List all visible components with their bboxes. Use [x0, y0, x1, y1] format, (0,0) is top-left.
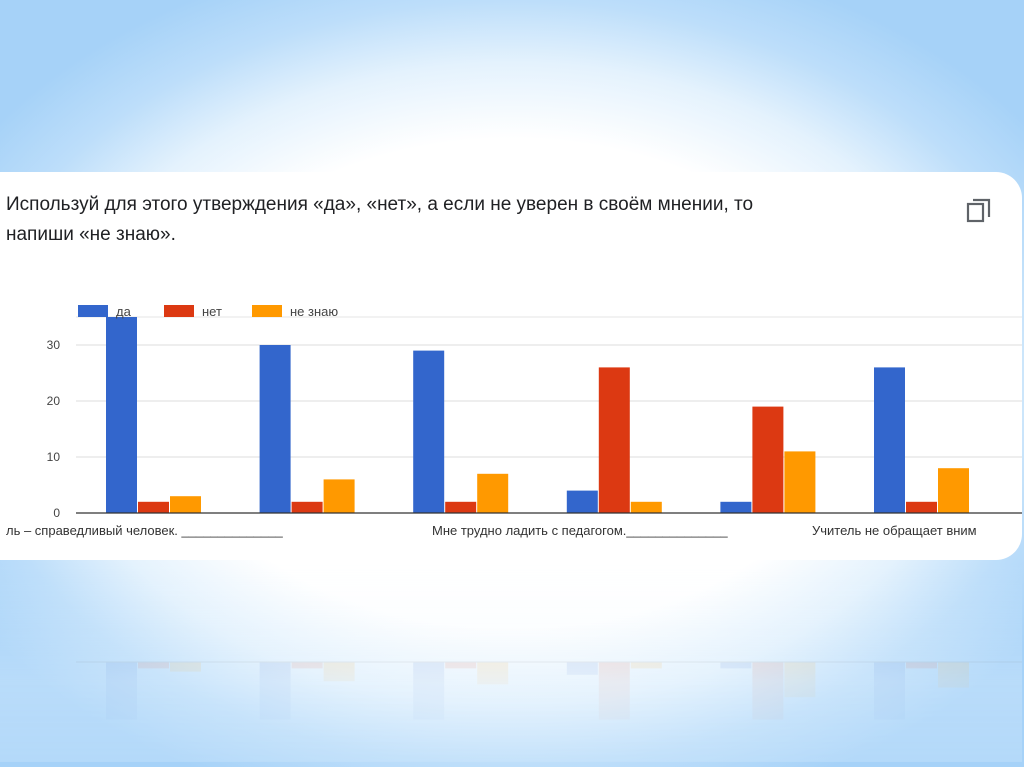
reflection-bar	[720, 662, 752, 669]
reflection-bar	[445, 662, 477, 669]
legend-label: нет	[202, 304, 222, 319]
bar	[784, 451, 816, 513]
x-category-label: ль – справедливый человек. _____________…	[6, 523, 283, 538]
reflection-bar	[784, 662, 816, 698]
legend-label: да	[116, 304, 132, 319]
reflection-bar	[170, 662, 201, 672]
legend-label: не знаю	[290, 304, 338, 319]
bar	[566, 490, 598, 513]
bar	[906, 501, 937, 513]
reflection-bar	[259, 662, 291, 720]
reflection-bar	[630, 662, 662, 669]
reflection-bar	[106, 662, 137, 720]
copy-icon[interactable]	[964, 196, 994, 226]
question-line-1: Используй для этого утверждения «да», «н…	[6, 194, 754, 215]
y-tick-label: 30	[47, 338, 61, 352]
reflection-bar	[566, 662, 598, 675]
y-tick-label: 10	[47, 450, 61, 464]
reflection-bar	[323, 662, 355, 682]
bar	[938, 468, 969, 513]
bar	[874, 367, 905, 513]
bar-chart-reflection	[76, 661, 1022, 720]
x-category-label: Мне трудно ладить с педагогом.__________…	[432, 523, 728, 538]
bar	[630, 501, 662, 513]
question-line-2: напиши «не знаю».	[6, 224, 176, 245]
reflection-bar	[598, 662, 630, 720]
bar	[138, 501, 169, 513]
x-category-label: Учитель не обращает вним	[812, 523, 977, 538]
bar	[170, 496, 201, 513]
reflection-bar	[906, 662, 937, 669]
reflection-bar	[138, 662, 169, 669]
bar	[445, 501, 477, 513]
question-card: Используй для этого утверждения «да», «н…	[0, 172, 1022, 560]
bar	[323, 479, 355, 513]
legend-swatch	[78, 305, 108, 317]
y-tick-label: 20	[47, 394, 61, 408]
bar-chart: 0 10 20 30 ль – справедливый человек. ______…	[6, 304, 1022, 538]
bar	[752, 406, 784, 513]
bar	[598, 367, 630, 513]
bar	[291, 501, 323, 513]
bar	[259, 345, 291, 513]
legend-swatch	[252, 305, 282, 317]
reflection-bar	[291, 662, 323, 669]
chart-reflection	[0, 562, 1022, 762]
bar	[477, 473, 509, 513]
bar	[720, 501, 752, 513]
reflection-bar	[413, 662, 445, 720]
question-text: Используй для этого утверждения «да», «н…	[6, 190, 906, 250]
bar	[106, 317, 137, 513]
y-tick-label: 0	[53, 506, 60, 520]
legend-swatch	[164, 305, 194, 317]
reflection-fade	[0, 562, 1022, 762]
reflection-bar	[938, 662, 969, 688]
reflection-bar	[477, 662, 509, 685]
bar	[413, 350, 445, 513]
reflection-bar	[752, 662, 784, 720]
reflection-bar	[874, 662, 905, 720]
